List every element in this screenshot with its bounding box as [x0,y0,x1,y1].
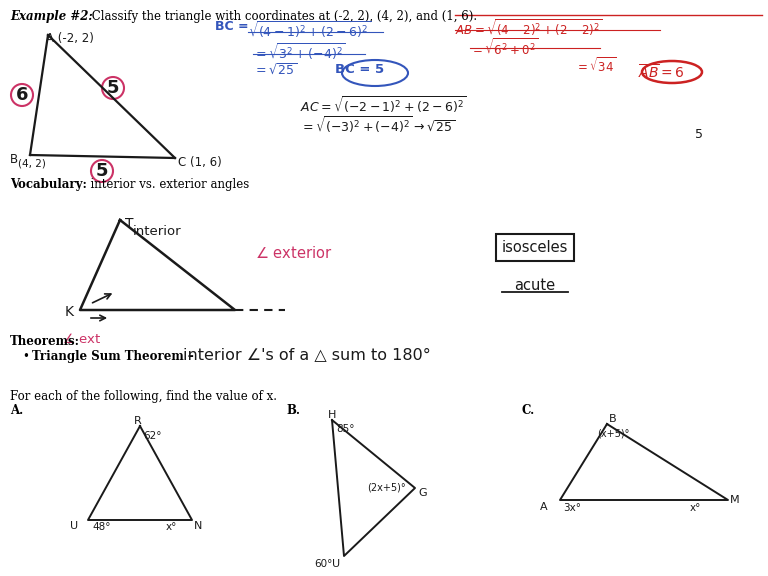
Text: interior: interior [133,225,181,238]
Text: U: U [70,521,78,531]
Text: $= \sqrt{3^2+(-4)^2}$: $= \sqrt{3^2+(-4)^2}$ [253,42,346,63]
Text: A.: A. [10,404,23,417]
Text: 5: 5 [96,162,108,180]
Text: T: T [125,217,134,231]
Text: $AB = \sqrt{(4-2)^2+(2-2)^2}$: $AB = \sqrt{(4-2)^2+(2-2)^2}$ [455,18,603,39]
Text: 3x°: 3x° [563,503,581,513]
Text: K: K [65,305,74,319]
Text: 85°: 85° [336,424,355,434]
Text: (4, 2): (4, 2) [18,158,46,168]
Text: interior ∠'s of a △ sum to 180°: interior ∠'s of a △ sum to 180° [183,347,431,362]
Text: R: R [134,416,142,426]
Text: x°: x° [690,503,701,513]
Text: Triangle Sum Theorem –: Triangle Sum Theorem – [32,350,194,363]
Text: $\angle$ ext: $\angle$ ext [62,332,101,346]
Text: $AC = \sqrt{(-2-1)^2+(2-6)^2}$: $AC = \sqrt{(-2-1)^2+(2-6)^2}$ [300,95,467,116]
Text: $= \sqrt{6^2+0^2}$: $= \sqrt{6^2+0^2}$ [470,38,538,59]
Text: 5: 5 [695,128,703,141]
Text: U: U [332,559,340,569]
Text: 5: 5 [107,79,119,97]
Text: •: • [22,350,29,363]
Text: 6: 6 [16,86,28,104]
Text: For each of the following, find the value of x.: For each of the following, find the valu… [10,390,277,403]
Text: $\sqrt{(4-1)^2+(2-6)^2}$: $\sqrt{(4-1)^2+(2-6)^2}$ [248,20,371,41]
Text: C (1, 6): C (1, 6) [178,156,222,169]
Text: interior vs. exterior angles: interior vs. exterior angles [83,178,250,191]
Text: G: G [418,488,427,498]
Text: (2x+5)°: (2x+5)° [367,483,406,493]
Text: B: B [10,153,18,166]
Text: x°: x° [166,522,177,532]
Text: Vocabulary:: Vocabulary: [10,178,87,191]
Text: Classify the triangle with coordinates at (-2, 2), (4, 2), and (1, 6).: Classify the triangle with coordinates a… [88,10,477,23]
Text: N: N [194,521,203,531]
Text: M: M [730,495,740,505]
Text: C.: C. [522,404,535,417]
Text: $= \sqrt{(-3)^2+(-4)^2} \rightarrow \sqrt{25}$: $= \sqrt{(-3)^2+(-4)^2} \rightarrow \sqr… [300,115,455,136]
Text: B.: B. [286,404,300,417]
Text: BC = 5: BC = 5 [335,63,384,76]
Text: Example #2:: Example #2: [10,10,93,23]
Text: $= \sqrt{25}$: $= \sqrt{25}$ [253,63,297,78]
Text: A: A [541,502,548,512]
Text: (x+5)°: (x+5)° [597,428,629,438]
Text: 60°: 60° [314,559,333,569]
Text: $\overline{AB}=6$: $\overline{AB}=6$ [638,63,685,81]
Text: 62°: 62° [143,431,161,441]
Text: $= \sqrt{34}$: $= \sqrt{34}$ [575,56,616,75]
Text: H: H [328,410,336,420]
Text: BC =: BC = [215,20,253,33]
Text: $\angle$ exterior: $\angle$ exterior [255,245,333,261]
Text: acute: acute [515,278,555,293]
Text: Theorems:: Theorems: [10,335,80,348]
Text: 48°: 48° [92,522,111,532]
Text: isosceles: isosceles [502,240,568,255]
Text: B: B [609,414,617,424]
Text: A (-2, 2): A (-2, 2) [46,32,94,45]
